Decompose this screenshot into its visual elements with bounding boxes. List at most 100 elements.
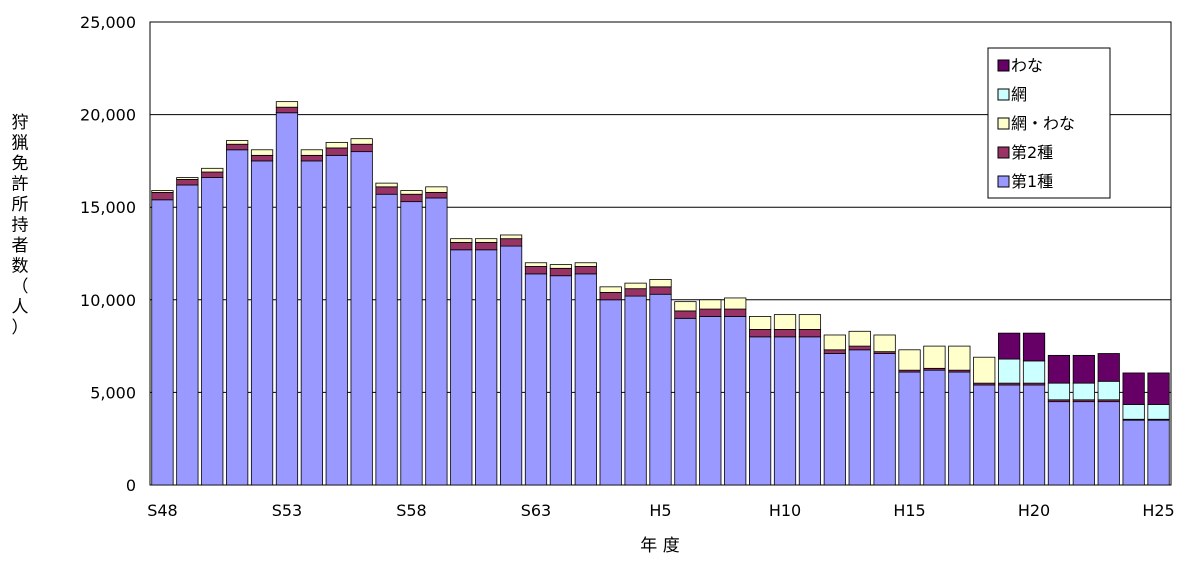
bar-segment — [475, 241, 498, 251]
x-axis-ticks: S48 S53 S58 S63 H5 H10 H15 H20 H25 — [147, 501, 1175, 520]
bar-segment — [300, 149, 323, 156]
bar-segment — [773, 314, 797, 330]
bar-segment — [873, 353, 896, 486]
bar-segment — [151, 199, 174, 486]
bar-segment — [201, 177, 224, 486]
bar-segment — [300, 154, 323, 162]
bar-segment — [499, 245, 523, 486]
bar-segment — [400, 190, 423, 195]
bar-segment — [699, 299, 722, 310]
bar-segment — [1072, 354, 1095, 384]
bar-segment — [574, 266, 597, 275]
x-tick-label: S63 — [521, 501, 552, 520]
bar-segment — [674, 317, 697, 486]
bar-segment — [599, 299, 622, 486]
bar-segment — [773, 329, 797, 338]
bar-segment — [624, 282, 647, 290]
bar-segment — [425, 191, 448, 199]
bar-segment — [599, 286, 622, 293]
bar-segment — [898, 349, 921, 371]
x-tick-label: H25 — [1142, 501, 1174, 520]
bar-segment — [948, 345, 971, 371]
x-tick-label: H15 — [893, 501, 925, 520]
bar-segment — [1022, 384, 1046, 486]
bar-segment — [1097, 401, 1120, 486]
bar-segment — [475, 238, 498, 243]
bar-segment — [499, 234, 523, 240]
bar-segment — [1147, 404, 1170, 420]
bar-segment — [325, 154, 348, 486]
bar-segment — [724, 308, 747, 317]
bar-segment — [574, 273, 597, 486]
legend-swatch — [997, 175, 1010, 188]
y-tick-label: 0 — [126, 476, 136, 495]
bar-segment — [848, 330, 871, 347]
bar-segment — [350, 151, 373, 486]
bar-segment — [450, 238, 473, 243]
bar-segment — [524, 262, 548, 267]
bar-segment — [724, 297, 747, 310]
legend-swatch — [997, 117, 1010, 130]
bar-segment — [450, 249, 473, 486]
y-tick-label: 25,000 — [80, 13, 136, 32]
bar-segment — [1072, 401, 1095, 486]
bar-segment — [798, 336, 822, 486]
bar-segment — [798, 314, 822, 330]
y-axis-label-char: 免 — [12, 154, 29, 174]
bar-segment — [1047, 401, 1071, 486]
bar-segment — [176, 184, 199, 486]
bar-segment — [599, 291, 622, 301]
y-axis-label-char: 猟 — [12, 134, 29, 154]
y-axis-label-char: 者 — [12, 236, 29, 256]
bar-segment — [923, 345, 946, 369]
legend-swatch — [997, 146, 1010, 159]
bar-segment — [649, 293, 672, 486]
bar-segment — [973, 384, 996, 486]
bar-segment — [1147, 372, 1170, 405]
y-tick-label: 15,000 — [80, 198, 136, 217]
bar-segment — [250, 149, 274, 156]
bar-segment — [300, 160, 323, 486]
y-axis-label-char: 狩 — [12, 113, 29, 133]
x-tick-label: S58 — [396, 501, 427, 520]
bar-segment — [549, 267, 572, 277]
bar-segment — [275, 106, 299, 114]
bar-segment — [848, 349, 871, 486]
bar-segment — [873, 334, 896, 353]
bar-segment — [1022, 360, 1046, 384]
bar-segment — [1097, 353, 1120, 382]
bar-segment — [226, 149, 249, 486]
bar-segment — [1097, 380, 1120, 401]
bar-segment — [1147, 419, 1170, 486]
bar-segment — [1122, 404, 1145, 420]
bar-segment — [350, 143, 373, 153]
bar-segment — [823, 353, 846, 486]
y-axis-label-char: 所 — [12, 195, 29, 215]
bar-segment — [923, 369, 946, 486]
bar-segment — [176, 179, 199, 186]
y-axis-label-char: 持 — [12, 216, 29, 236]
bar-segment — [649, 286, 672, 295]
x-tick-label: H5 — [649, 501, 671, 520]
legend-label: わな — [1011, 56, 1043, 75]
x-tick-label: S48 — [147, 501, 178, 520]
bar-segment — [375, 193, 398, 486]
bar-segment — [250, 160, 274, 486]
x-tick-label: S53 — [272, 501, 303, 520]
bar-segment — [226, 143, 249, 151]
legend-label: 網・わな — [1011, 114, 1075, 133]
bar-segment — [898, 371, 921, 486]
bar-segment — [400, 201, 423, 486]
bar-segment — [425, 197, 448, 486]
y-axis-label-char: 許 — [12, 175, 29, 195]
y-axis-label-char: ） — [12, 318, 29, 338]
y-tick-label: 5,000 — [90, 383, 136, 402]
bar-segment — [798, 329, 822, 338]
bar-segment — [649, 279, 672, 288]
y-axis-ticks: 0 5,000 10,000 15,000 20,000 25,000 — [80, 13, 136, 495]
bar-segment — [749, 316, 772, 330]
